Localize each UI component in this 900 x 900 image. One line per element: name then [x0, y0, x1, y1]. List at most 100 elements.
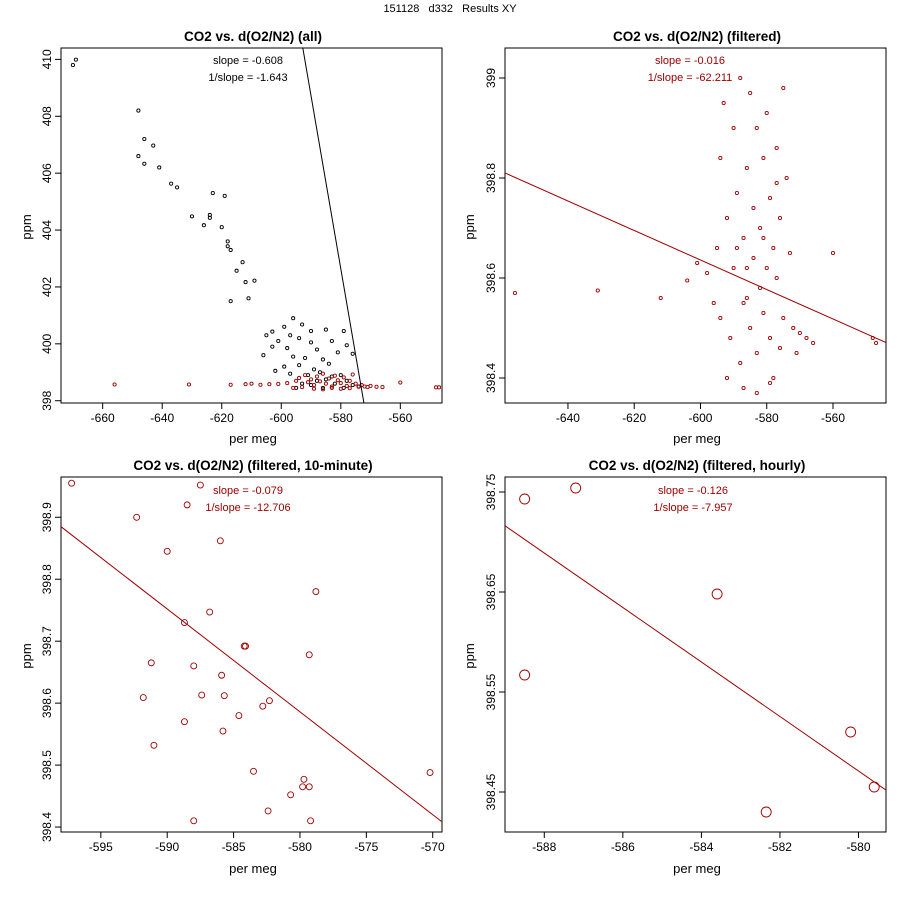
data-point	[329, 385, 334, 390]
data-point	[219, 727, 227, 735]
data-point	[426, 769, 434, 776]
data-point	[335, 350, 340, 355]
x-tick-label: -580	[755, 411, 779, 425]
data-point	[252, 278, 257, 283]
data-point	[249, 381, 254, 386]
data-point	[261, 353, 266, 358]
data-point	[288, 371, 293, 376]
data-point	[201, 223, 206, 228]
data-point	[299, 783, 307, 791]
data-point	[297, 363, 302, 368]
data-point	[291, 354, 296, 359]
data-point	[169, 181, 174, 186]
data-point	[317, 379, 323, 384]
data-point	[741, 235, 746, 241]
data-point	[758, 225, 763, 231]
data-point	[771, 375, 776, 381]
y-tick-label: 404	[40, 220, 54, 240]
data-point	[282, 324, 287, 329]
data-point	[147, 659, 155, 667]
data-point	[570, 482, 582, 494]
data-point	[312, 588, 320, 596]
x-tick-label: -620	[622, 411, 646, 425]
data-point	[774, 275, 779, 281]
data-point	[190, 662, 198, 670]
data-point	[183, 501, 191, 509]
data-point	[797, 330, 802, 336]
x-tick-label: -586	[611, 840, 635, 854]
data-point	[112, 382, 117, 387]
data-point	[338, 381, 343, 386]
data-point	[332, 381, 337, 386]
data-point	[344, 383, 349, 388]
panel-title: CO2 vs. d(O2/N2) (all)	[184, 29, 322, 44]
panel-co2-filtered-hourly: CO2 vs. d(O2/N2) (filtered, hourly) per …	[462, 458, 887, 876]
data-points	[512, 75, 879, 396]
regression-line	[61, 526, 442, 823]
data-point	[270, 344, 275, 349]
data-point	[150, 741, 158, 749]
plot-frame	[60, 476, 443, 833]
x-tick-label: -640	[150, 411, 174, 425]
x-tick-label: -590	[155, 840, 179, 854]
data-point	[219, 225, 224, 230]
data-point	[335, 378, 340, 383]
x-tick-label: -620	[210, 411, 234, 425]
data-point	[738, 360, 743, 366]
plot-frame	[504, 47, 887, 404]
panel-co2-filtered-10-minute: CO2 vs. d(O2/N2) (filtered, 10-minute) p…	[19, 458, 445, 876]
data-point	[270, 329, 275, 334]
y-tick-label: 398.4	[40, 812, 54, 842]
slope-annotation: slope = -0.079	[213, 485, 283, 497]
data-point	[744, 295, 749, 301]
data-point	[207, 215, 212, 220]
data-point	[751, 255, 756, 261]
data-point	[774, 180, 779, 186]
data-point	[711, 588, 723, 600]
regression-line	[505, 525, 886, 791]
x-tick-label: -580	[846, 840, 870, 854]
data-point	[190, 817, 198, 825]
panel-co2-all: CO2 vs. d(O2/N2) (all) per meg ppm slope…	[19, 29, 443, 446]
data-point	[767, 195, 773, 201]
x-axis-label: per meg	[229, 431, 277, 446]
data-point	[754, 390, 759, 396]
data-point	[754, 125, 759, 131]
x-tick-label: -600	[688, 411, 712, 425]
data-point	[228, 382, 233, 387]
data-point	[718, 155, 723, 161]
data-point	[136, 108, 141, 113]
data-point	[519, 493, 531, 505]
data-point	[189, 214, 195, 219]
data-point	[784, 175, 789, 181]
data-point	[234, 268, 239, 273]
x-axis-label: per meg	[673, 431, 721, 446]
data-points	[519, 482, 880, 818]
data-point	[314, 374, 320, 379]
data-point	[311, 383, 317, 388]
data-point	[206, 608, 214, 616]
y-tick-label: 398.45	[484, 773, 498, 810]
data-point	[303, 373, 308, 378]
data-point	[142, 136, 147, 142]
data-point	[291, 316, 296, 321]
data-point	[794, 350, 799, 356]
data-point	[764, 110, 769, 116]
data-point	[341, 328, 346, 334]
data-point	[291, 385, 296, 390]
data-point	[326, 361, 331, 366]
y-axis-label: ppm	[462, 643, 477, 668]
x-tick-label: -600	[269, 411, 293, 425]
data-point	[512, 290, 517, 296]
data-point	[761, 235, 766, 241]
data-point	[748, 325, 753, 331]
y-tick-label: 400	[40, 334, 54, 354]
data-point	[216, 537, 224, 545]
x-tick-label: -560	[388, 411, 412, 425]
data-point	[267, 382, 272, 387]
data-points	[68, 479, 434, 825]
data-point	[163, 547, 171, 555]
data-point	[186, 382, 192, 387]
inverse-slope-annotation: 1/slope = -1.643	[208, 72, 287, 84]
